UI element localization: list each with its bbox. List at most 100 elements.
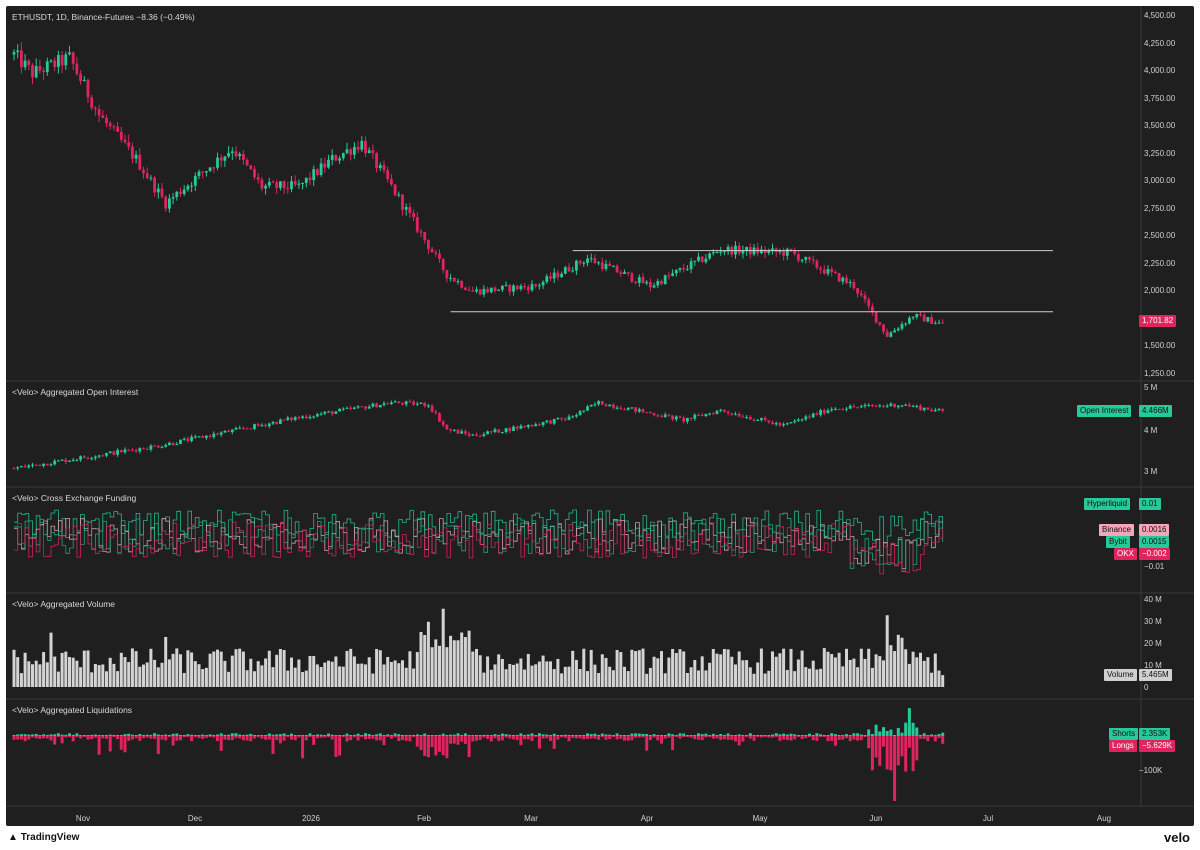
volume-bar <box>660 651 663 687</box>
price-candle <box>216 157 219 168</box>
volume-bar <box>456 640 460 687</box>
volume-bar <box>145 662 149 687</box>
longs-liquidation-bar <box>922 736 926 739</box>
volume-bar <box>826 651 830 687</box>
shorts-liquidation-bar <box>482 734 486 736</box>
longs-liquidation-bar <box>878 736 882 766</box>
oi-candle <box>353 407 356 409</box>
oi-candle <box>933 410 937 412</box>
shorts-liquidation-bar <box>386 734 390 736</box>
price-candle <box>526 287 530 291</box>
shorts-liquidation-bar <box>859 734 863 736</box>
price-candle <box>445 270 449 279</box>
longs-liquidation-bar <box>193 736 197 737</box>
volume-bar <box>408 651 412 687</box>
hyperliquid-label-name: Hyperliquid <box>1084 498 1131 510</box>
volume-bar <box>275 654 279 687</box>
longs-liquidation-bar <box>682 736 686 737</box>
oi-candle <box>108 451 112 454</box>
volume-bar <box>327 660 330 687</box>
price-candle <box>515 285 519 290</box>
shorts-liquidation-bar <box>889 729 893 736</box>
volume-bar <box>678 649 682 687</box>
volume-bar <box>38 664 42 687</box>
oi-candle <box>456 429 460 434</box>
volume-bar <box>856 667 860 687</box>
longs-liquidation-bar <box>27 736 31 740</box>
price-candle <box>386 170 390 180</box>
oi-candle <box>423 402 427 407</box>
oi-candle <box>937 408 941 411</box>
shorts-liquidation-bar <box>534 735 538 736</box>
oi-candle <box>201 436 205 438</box>
price-candle <box>737 245 741 254</box>
longs-liquidation-bar <box>382 736 386 746</box>
volume-bar <box>278 648 282 687</box>
oi-candle <box>82 456 86 458</box>
oi-candle <box>560 417 563 419</box>
oi-candle <box>896 405 900 408</box>
shorts-liquidation-bar <box>811 735 815 736</box>
longs-liquidation-bar <box>741 736 745 742</box>
price-candle <box>456 281 460 283</box>
price-candle <box>20 50 23 68</box>
shorts-liquidation-bar <box>304 735 308 736</box>
longs-liquidation-bar <box>397 736 401 742</box>
volume-bar <box>312 656 316 687</box>
oi-candle <box>316 414 319 417</box>
volume-bar <box>286 670 290 687</box>
oi-candle <box>430 405 434 412</box>
volume-bar <box>360 663 364 687</box>
price-candle <box>290 181 293 190</box>
oi-candle <box>460 431 464 434</box>
oi-candle <box>593 404 597 406</box>
volume-bar <box>171 653 175 687</box>
price-candle <box>267 181 271 186</box>
volume-bar <box>900 637 904 687</box>
oi-candle <box>545 420 549 423</box>
oi-candle <box>297 417 301 419</box>
tradingview-logo[interactable]: ▲ TradingView <box>8 832 79 843</box>
oi-candle <box>445 424 449 430</box>
longs-liquidation-bar <box>75 736 79 737</box>
volume-bar <box>730 656 734 687</box>
longs-liquidation-bar <box>648 736 652 741</box>
oi-candle <box>571 416 575 418</box>
price-candle <box>889 332 893 337</box>
shorts-liquidation-bar <box>197 735 201 736</box>
volume-bar <box>160 662 164 687</box>
shorts-liquidation-bar <box>904 722 908 736</box>
shorts-liquidation-bar <box>71 734 75 736</box>
oi-candle <box>586 406 589 411</box>
oi-candle <box>856 407 859 409</box>
shorts-liquidation-bar <box>208 734 212 736</box>
longs-liquidation-bar <box>119 736 123 750</box>
price-candle <box>297 183 301 185</box>
shorts-liquidation-bar <box>734 735 737 736</box>
vol-tick-0: 0 <box>1144 683 1149 692</box>
shorts-liquidation-bar <box>719 734 723 736</box>
volume-bar <box>53 656 57 687</box>
shorts-label-value: 2.353K <box>1139 728 1171 740</box>
volume-bar <box>290 657 293 687</box>
longs-liquidation-bar <box>504 736 508 738</box>
price-candle <box>253 169 256 178</box>
oi-candle <box>693 414 697 419</box>
price-candle <box>475 289 478 292</box>
longs-liquidation-bar <box>156 736 160 754</box>
volume-bar <box>545 661 549 687</box>
price-candle <box>452 277 456 282</box>
volume-bar <box>589 649 593 687</box>
chart-canvas[interactable] <box>6 6 1194 826</box>
shorts-liquidation-bar <box>652 734 656 736</box>
volume-bar <box>186 650 190 687</box>
volume-bar <box>878 656 882 687</box>
volume-bar <box>179 654 182 687</box>
price-candle <box>922 314 926 322</box>
shorts-liquidation-bar <box>260 735 264 736</box>
volume-bar <box>112 663 116 687</box>
price-candle <box>38 66 42 71</box>
shorts-liquidation-bar <box>845 734 848 736</box>
shorts-liquidation-bar <box>456 733 460 736</box>
volume-bar <box>774 656 778 687</box>
